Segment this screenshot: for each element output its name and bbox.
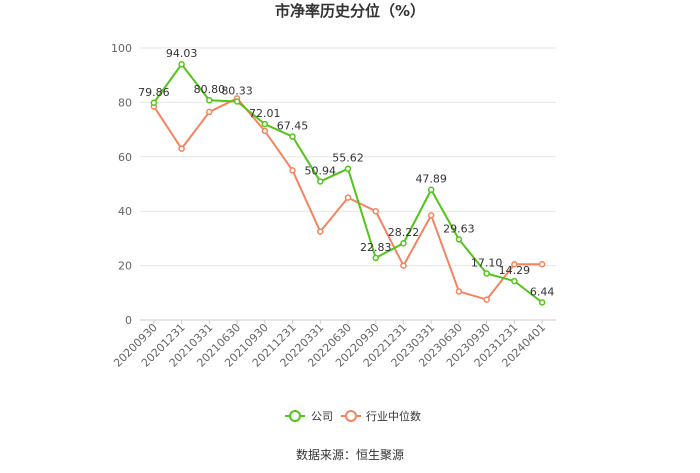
data-point-industry-median[interactable] [261,127,269,135]
data-label: 80.33 [221,85,253,98]
data-point-company[interactable] [427,186,435,193]
data-point-industry-median[interactable] [206,108,213,116]
data-label: 22.83 [360,241,392,254]
data-label: 94.03 [166,47,198,60]
data-point-company[interactable] [317,178,324,185]
legend-industry-marker [345,410,357,422]
data-label: 80.80 [194,83,226,96]
y-tick-label: 60 [118,151,132,164]
data-label: 79.86 [138,86,170,99]
source-note: 数据来源：恒生聚源 [296,447,404,462]
data-point-company[interactable] [400,239,407,247]
data-point-industry-median[interactable] [538,260,546,268]
data-point-company[interactable] [483,270,490,277]
y-tick-label: 100 [111,42,132,55]
data-point-company[interactable] [178,60,185,68]
data-point-company[interactable] [372,254,379,262]
y-tick-label: 80 [118,96,132,109]
y-tick-label: 20 [118,260,132,273]
data-point-company[interactable] [344,165,352,172]
data-point-industry-median[interactable] [511,260,518,268]
legend-item-company[interactable]: 公司 [285,410,333,423]
data-label: 55.62 [332,152,364,165]
data-label: 14.29 [499,264,531,277]
data-point-industry-median[interactable] [455,288,463,295]
data-point-company[interactable] [233,98,241,105]
data-point-company[interactable] [150,99,158,107]
legend-industry-label: 行业中位数 [366,409,421,423]
data-label: 67.45 [277,120,309,133]
data-point-company[interactable] [538,299,546,306]
data-point-industry-median[interactable] [178,145,185,152]
y-tick-label: 40 [118,205,132,218]
data-label: 50.94 [305,164,337,177]
legend-item-industry-median[interactable]: 行业中位数 [341,409,421,423]
data-point-industry-median[interactable] [289,167,296,174]
data-label: 47.89 [415,173,447,186]
data-point-industry-median[interactable] [372,207,379,215]
data-point-company[interactable] [289,133,296,140]
series-layer [150,60,546,306]
legend-company-marker [289,410,301,422]
legend[interactable]: 公司 行业中位数 [285,409,421,423]
y-tick-label: 0 [125,314,132,327]
data-label: 72.01 [249,107,281,120]
x-axis: 2020093020201231202103312021063020210930… [111,320,548,370]
data-point-industry-median[interactable] [400,262,407,269]
data-point-industry-median[interactable] [427,212,435,219]
data-point-company[interactable] [511,277,518,285]
data-point-company[interactable] [261,120,269,128]
data-label: 28.22 [388,226,420,239]
data-label: 17.10 [471,256,503,269]
data-point-industry-median[interactable] [317,228,324,235]
chart-title: 市净率历史分位（%） [275,2,425,20]
data-point-company[interactable] [206,96,213,104]
data-label: 29.63 [443,222,475,235]
data-point-company[interactable] [455,236,463,243]
y-axis: 0 20 40 60 80 100 [111,42,132,327]
legend-company-label: 公司 [311,410,333,423]
data-point-industry-median[interactable] [344,194,352,201]
data-label: 6.44 [530,285,555,298]
data-point-industry-median[interactable] [483,296,490,303]
